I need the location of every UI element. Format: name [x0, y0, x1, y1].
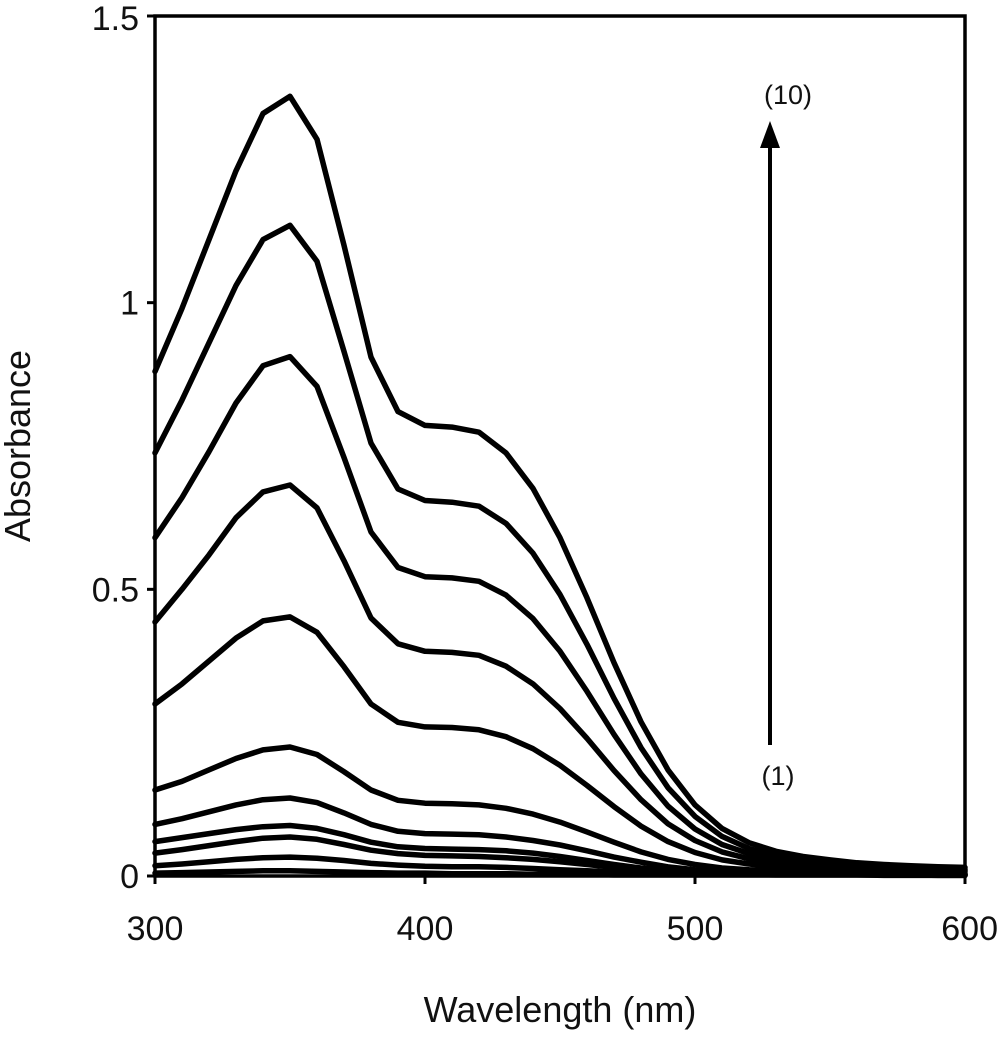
- arrow-start-label: (1): [762, 761, 795, 791]
- y-axis-ticks: 0 0.5 1 1.5: [92, 0, 155, 896]
- spectrum-line-9: [152, 353, 968, 874]
- y-axis-title: Absorbance: [0, 350, 38, 542]
- trend-arrow-head: [760, 121, 780, 148]
- spectrum-line-11: [152, 93, 968, 871]
- x-tick-label: 400: [397, 910, 454, 948]
- plot-frame: [153, 14, 967, 878]
- y-tick-label: 1.5: [92, 0, 139, 38]
- x-axis-ticks: 300 400 500 600: [127, 876, 998, 948]
- y-tick-label: 0: [120, 858, 139, 896]
- trend-arrow: [760, 121, 780, 745]
- x-axis-title: Wavelength (nm): [424, 989, 697, 1030]
- y-tick-label: 0.5: [92, 571, 139, 609]
- arrow-end-label: (10): [764, 80, 812, 110]
- x-tick-label: 500: [667, 910, 724, 948]
- x-tick-label: 600: [941, 910, 998, 948]
- y-tick-label: 1: [120, 285, 139, 323]
- spectrum-line-10: [152, 222, 968, 872]
- x-tick-label: 300: [127, 910, 184, 948]
- series-group: [152, 93, 968, 879]
